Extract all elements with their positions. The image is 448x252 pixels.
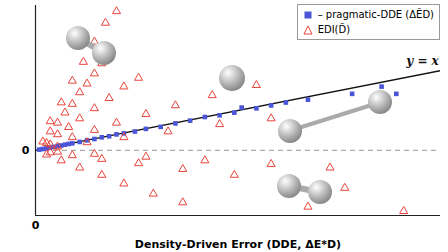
svg-text:y = x: y = x — [405, 54, 439, 68]
html-text:EDI(D̃): EDI(D̃) — [317, 24, 351, 35]
svg-text:0: 0 — [32, 219, 40, 232]
svg-text:Density-Driven Error (DDE, ΔE*: Density-Driven Error (DDE, ΔE*D) — [135, 238, 341, 251]
html-text:– pragmatic-DDE (ΔẼD): – pragmatic-DDE (ΔẼD) — [317, 9, 434, 20]
svg-text:0: 0 — [22, 144, 30, 157]
